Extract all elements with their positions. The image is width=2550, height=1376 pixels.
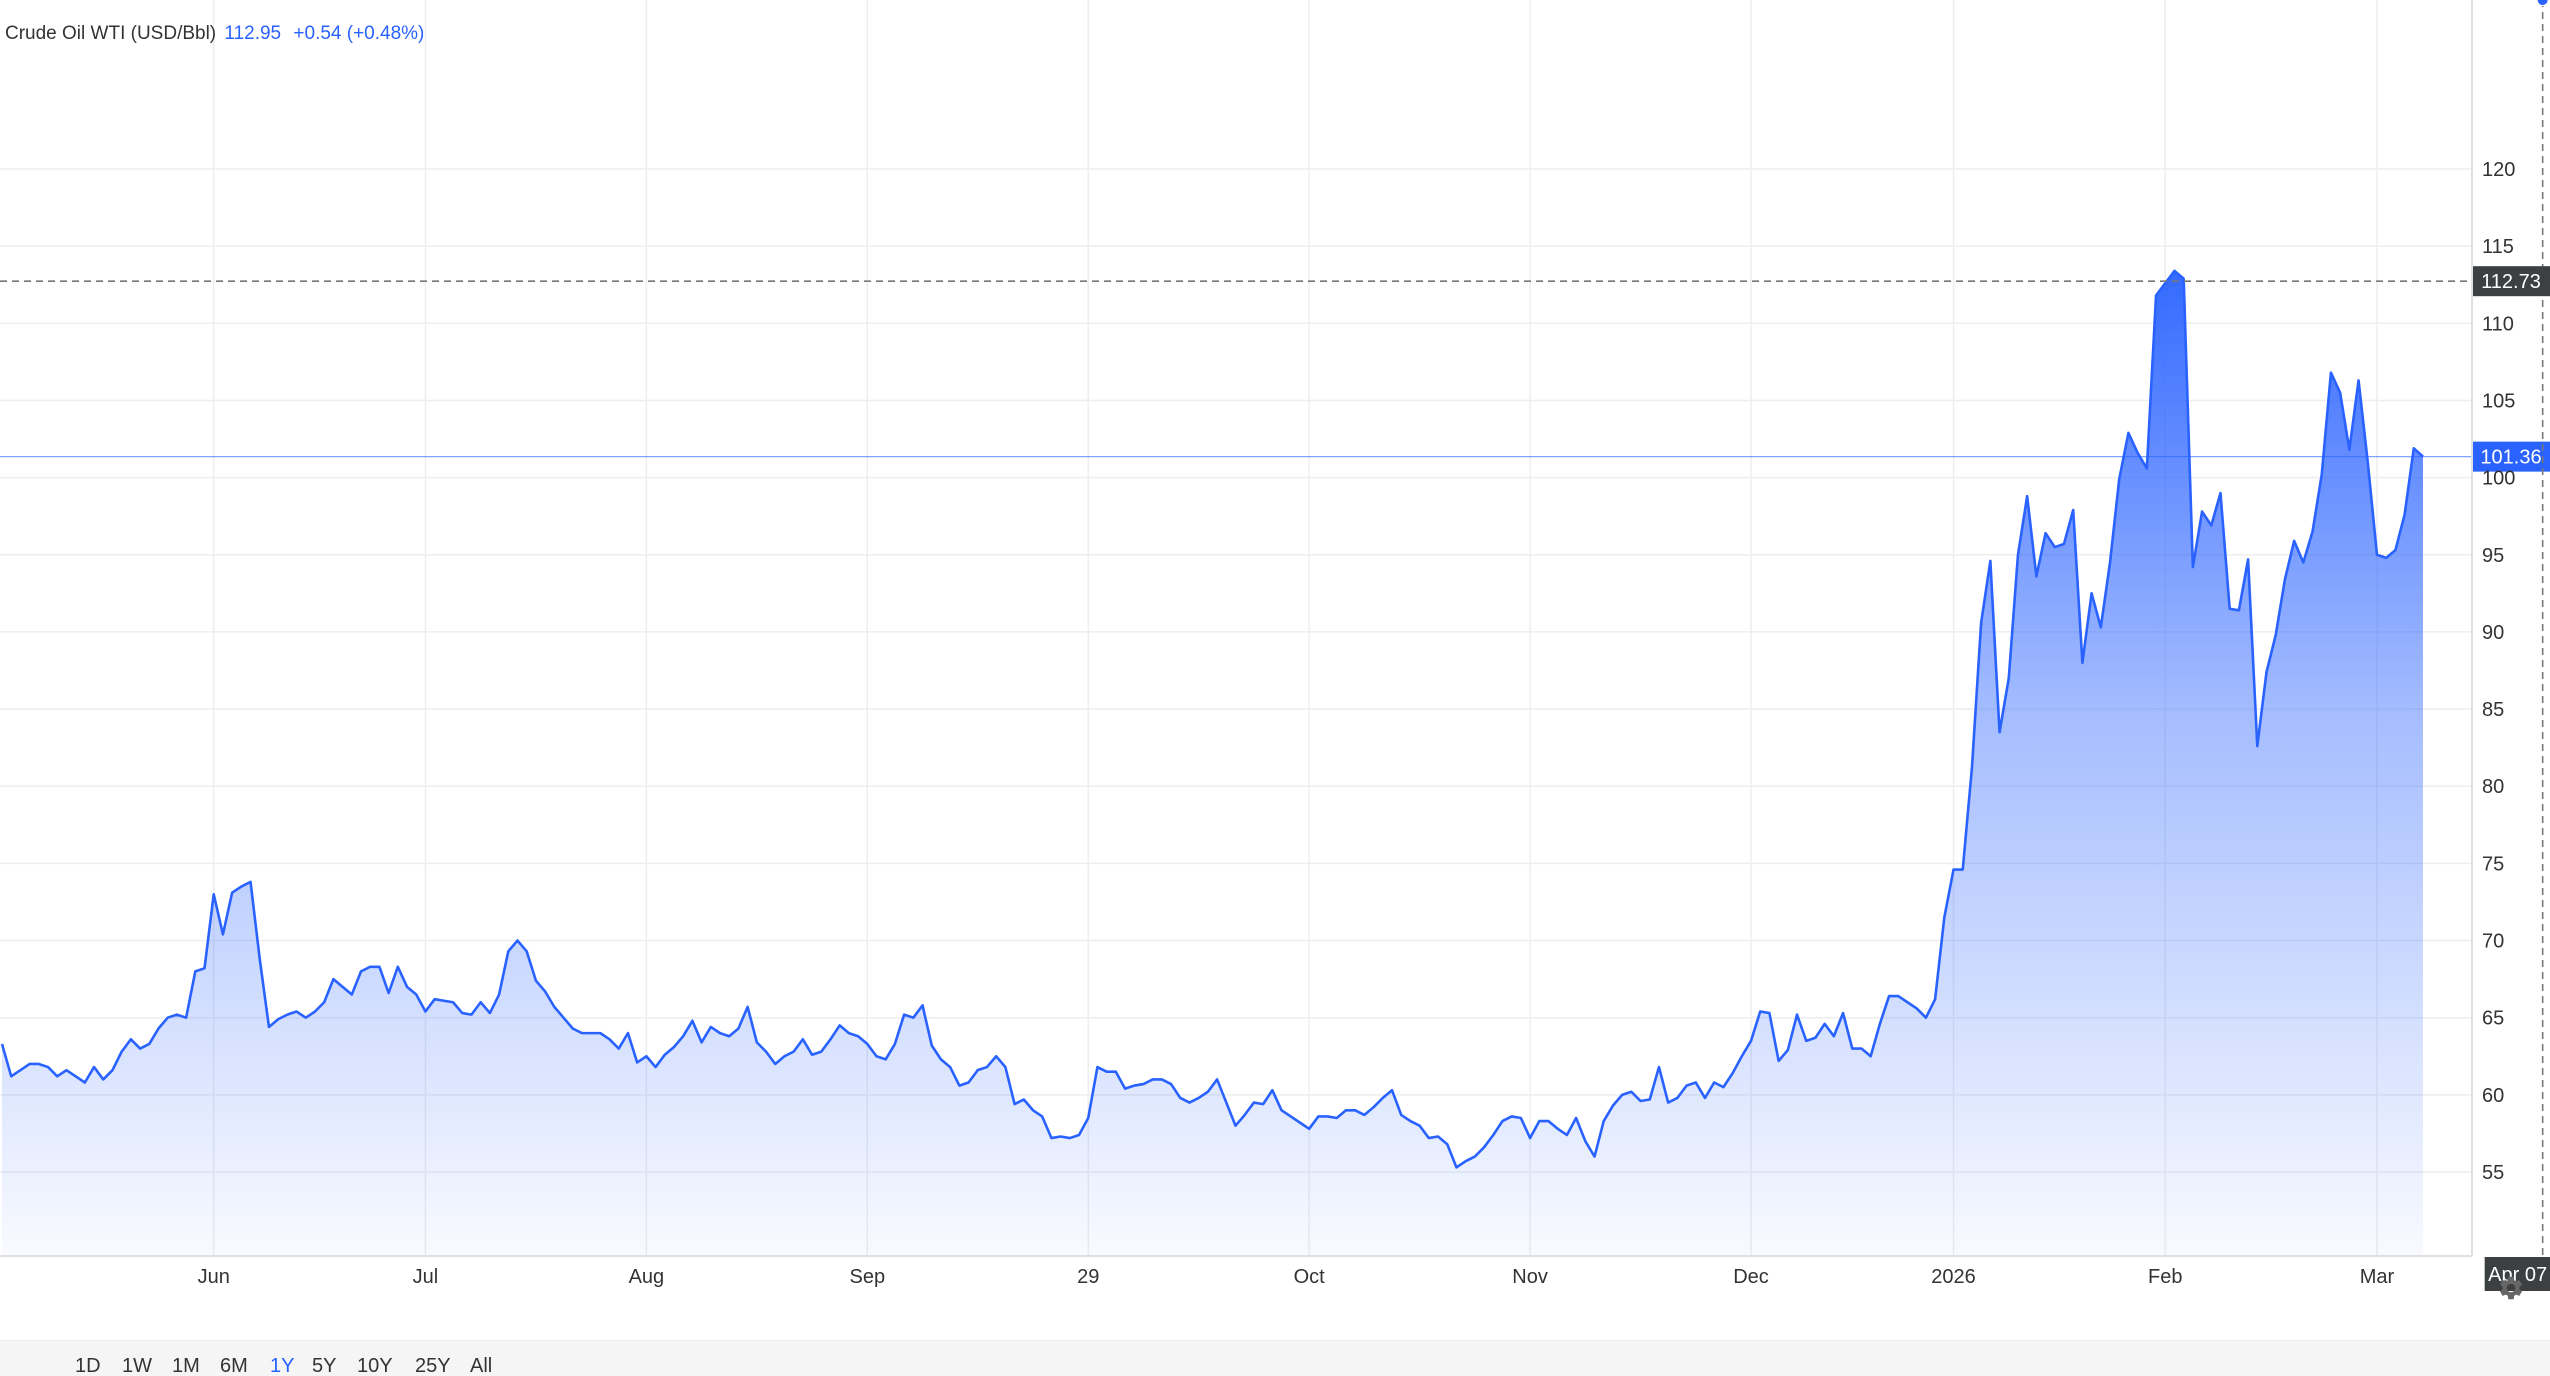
- legend-series-name: Crude Oil WTI (USD/Bbl): [5, 23, 217, 44]
- y-tick-label: 65: [2482, 1008, 2504, 1030]
- range-toolbar: 1D 1W 1M 6M 1Y 5Y 10Y 25Y All: [0, 1340, 2550, 1376]
- crosshair-y-label-bg: [2472, 266, 2550, 297]
- range-button-1y[interactable]: 1Y: [270, 1355, 295, 1376]
- y-tick-label: 80: [2482, 776, 2504, 798]
- x-tick-label: Jun: [198, 1266, 230, 1288]
- gear-icon[interactable]: [2497, 1274, 2525, 1302]
- x-tick-label: 29: [1077, 1266, 1099, 1288]
- y-tick-label: 120: [2482, 159, 2515, 181]
- x-tick-label: Aug: [629, 1266, 665, 1288]
- range-button-all[interactable]: All: [470, 1355, 493, 1376]
- x-tick-label: Jul: [413, 1266, 439, 1288]
- y-tick-label: 100: [2482, 468, 2515, 490]
- range-button-5y[interactable]: 5Y: [312, 1355, 337, 1376]
- y-tick-label: 60: [2482, 1085, 2504, 1107]
- x-tick-label: Dec: [1733, 1266, 1769, 1288]
- y-tick-label: 70: [2482, 931, 2504, 953]
- x-tick-label: Sep: [850, 1266, 886, 1288]
- range-button-1m[interactable]: 1M: [172, 1355, 200, 1376]
- y-tick-label: 110: [2482, 313, 2514, 335]
- y-tick-label: 115: [2482, 236, 2514, 258]
- y-tick-label: 85: [2482, 699, 2504, 721]
- legend-change: +0.54 (+0.48%): [293, 23, 425, 44]
- series-area: [2, 270, 2423, 1257]
- range-button-25y[interactable]: 25Y: [415, 1355, 451, 1376]
- y-tick-label: 75: [2482, 853, 2504, 875]
- y-tick-label: 95: [2482, 545, 2504, 567]
- last-price-label-bg: [2472, 441, 2550, 472]
- x-tick-label: 2026: [1931, 1266, 1976, 1288]
- y-tick-label: 55: [2482, 1162, 2504, 1184]
- crosshair-point: [2536, 0, 2549, 6]
- x-tick-label: Feb: [2148, 1266, 2182, 1288]
- axis-layer: 55 60 65 70 75 80 85 90 95 100 105 110 115 120 Jun Jul A…: [0, 0, 2515, 1288]
- x-tick-label: Mar: [2360, 1266, 2395, 1288]
- last-price-label: 101.36: [2480, 447, 2541, 469]
- x-tick-label: Oct: [1294, 1266, 1326, 1288]
- range-button-1d[interactable]: 1D: [75, 1355, 101, 1376]
- line-layer: [0, 269, 2424, 1169]
- chart-legend: Crude Oil WTI (USD/Bbl) 112.95 +0.54 (+0…: [5, 20, 424, 48]
- y-tick-label: 90: [2482, 622, 2504, 644]
- series-line[interactable]: [0, 269, 2424, 1169]
- legend-price: 112.95: [224, 23, 282, 44]
- area-layer: [2, 270, 2423, 1257]
- range-button-10y[interactable]: 10Y: [357, 1355, 393, 1376]
- crosshair-y-label: 112.73: [2481, 271, 2541, 293]
- x-tick-label: Nov: [1512, 1266, 1548, 1288]
- range-button-6m[interactable]: 6M: [220, 1355, 248, 1376]
- range-button-1w[interactable]: 1W: [122, 1355, 152, 1376]
- y-tick-label: 105: [2482, 390, 2515, 412]
